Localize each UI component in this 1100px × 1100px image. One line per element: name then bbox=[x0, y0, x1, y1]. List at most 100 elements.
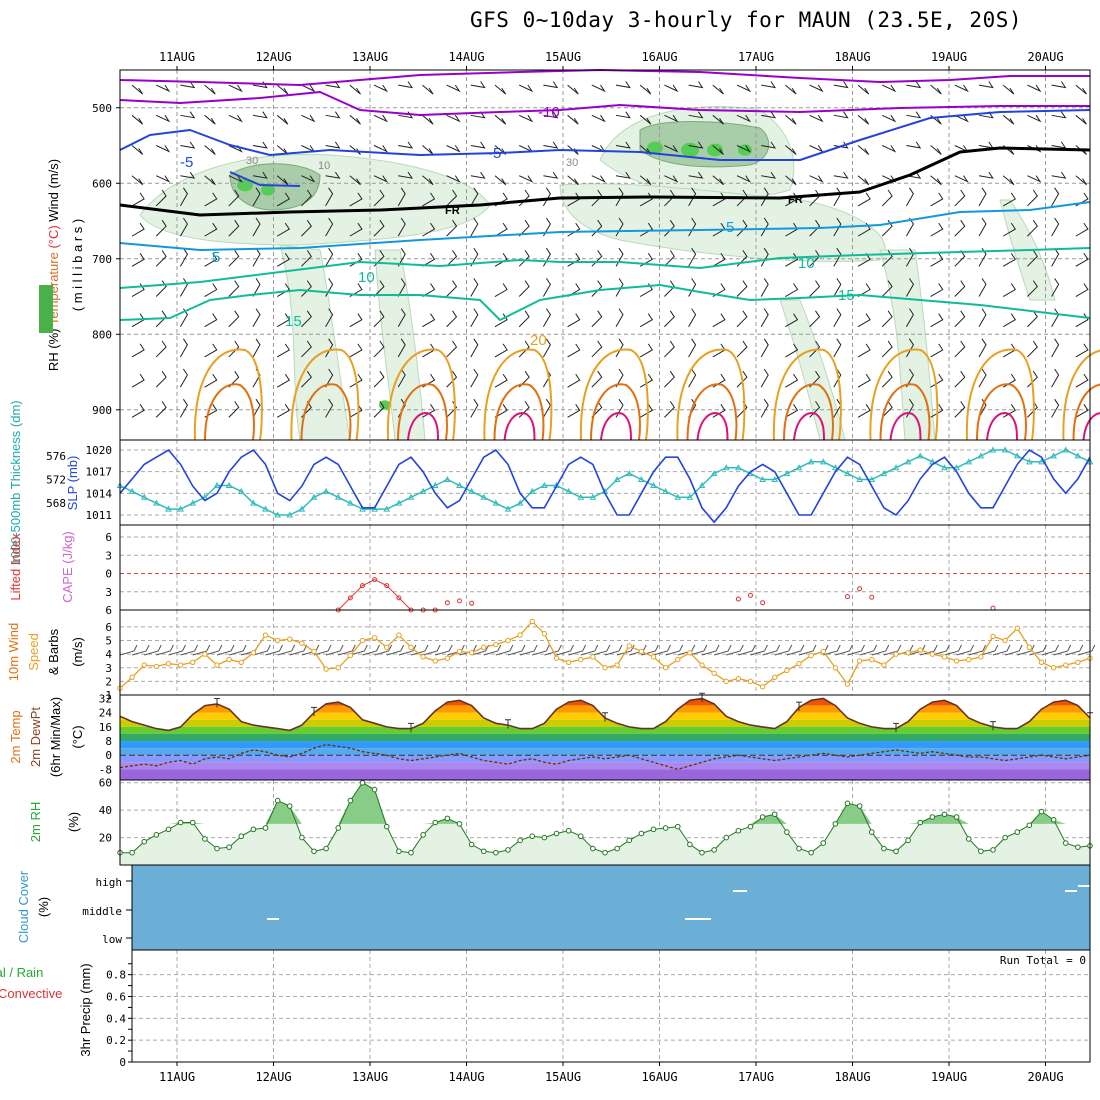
wind-barb bbox=[131, 373, 145, 388]
wind-barb bbox=[664, 219, 675, 237]
wind-barb bbox=[422, 84, 434, 95]
wind-barb bbox=[881, 401, 893, 418]
thickness-point bbox=[868, 476, 876, 483]
contour-label: 15 bbox=[285, 313, 302, 330]
wind-barb bbox=[920, 644, 938, 656]
rh-point bbox=[978, 848, 984, 855]
wind-barb bbox=[155, 370, 167, 388]
thickness-point bbox=[165, 505, 172, 512]
wind-speed-point bbox=[626, 643, 632, 649]
wind-barb bbox=[857, 84, 870, 95]
upper-air-ylabel: RH (%) Temperature (°C) Wind (m/s) bbox=[46, 159, 61, 371]
wind-barb bbox=[494, 145, 507, 155]
date-label-top: 16AUG bbox=[641, 50, 677, 64]
wind-barb bbox=[712, 253, 726, 267]
wind-barb bbox=[1065, 644, 1084, 656]
contour-25 bbox=[1072, 383, 1100, 441]
wind-barb bbox=[1002, 313, 1017, 328]
contour-20 bbox=[386, 348, 456, 441]
wind-barb bbox=[762, 644, 781, 656]
wind-barb bbox=[518, 175, 534, 183]
rh-shading-core-4 bbox=[707, 143, 723, 157]
precip-legend-total: tal / Rain bbox=[0, 965, 43, 980]
y-tick-label: 800 bbox=[92, 328, 112, 341]
contour-20 bbox=[965, 348, 1035, 441]
wind-barb bbox=[881, 84, 897, 93]
wind-barb bbox=[325, 111, 341, 119]
wind-speed-point bbox=[1002, 637, 1008, 644]
wind-barb bbox=[591, 370, 603, 388]
wind-barb bbox=[373, 370, 385, 388]
thickness-point bbox=[941, 464, 948, 471]
wind-barb bbox=[494, 343, 508, 358]
wind-barb bbox=[313, 644, 332, 656]
wind-barb bbox=[567, 253, 581, 267]
wind-barb bbox=[809, 280, 821, 297]
wind-barb bbox=[1027, 175, 1042, 183]
rh-point bbox=[844, 800, 851, 807]
wind-barb bbox=[1027, 280, 1038, 297]
wind-barb bbox=[592, 644, 611, 656]
wind-barb bbox=[871, 644, 890, 656]
temp-ylabel: 2m DewPt bbox=[28, 707, 43, 767]
wind-speed-point bbox=[165, 660, 172, 667]
rh-point bbox=[456, 821, 463, 827]
ylabel-text: 10m Wind bbox=[6, 623, 21, 682]
thickness-point bbox=[674, 493, 682, 500]
wind-barb bbox=[760, 217, 769, 237]
wind-barb bbox=[1075, 253, 1089, 267]
wind-tick: 5 bbox=[105, 635, 112, 648]
wind-barb bbox=[881, 280, 893, 297]
wind-barb bbox=[252, 278, 261, 297]
contour-label: 10 bbox=[358, 269, 375, 286]
wind-barb bbox=[978, 368, 987, 388]
wind-barb bbox=[786, 644, 805, 656]
wind-barb bbox=[373, 189, 385, 207]
li-point bbox=[869, 594, 875, 600]
wind-barb bbox=[712, 84, 724, 95]
thickness-point bbox=[856, 476, 863, 483]
thickness-point bbox=[1050, 452, 1057, 459]
wind-barb bbox=[494, 283, 508, 297]
wind-barb bbox=[809, 310, 821, 328]
thickness-point bbox=[638, 476, 645, 483]
ylabel-text: CAPE (J/kg) bbox=[60, 531, 75, 603]
wind-speed-point bbox=[311, 648, 317, 655]
rh-point bbox=[529, 833, 536, 840]
wind-speed-point bbox=[1050, 665, 1057, 671]
wind-barb bbox=[712, 404, 726, 418]
contour-20 bbox=[579, 348, 649, 441]
contour-20 bbox=[1062, 349, 1100, 441]
wind-barb bbox=[338, 644, 356, 656]
temp-whisker bbox=[505, 719, 511, 729]
wind-barb bbox=[155, 219, 167, 237]
wind-barb bbox=[519, 644, 538, 656]
rh-point bbox=[674, 823, 681, 830]
wind-barb bbox=[373, 310, 385, 328]
wind-barb bbox=[131, 84, 144, 95]
wind-barb bbox=[276, 404, 291, 418]
wind-barb bbox=[591, 310, 603, 328]
ylabel-part: RH (%) bbox=[46, 329, 61, 372]
ylabel-text: (°C) bbox=[70, 725, 85, 748]
wind-barb bbox=[179, 217, 188, 237]
wind-barb bbox=[760, 278, 769, 297]
wind-barb bbox=[591, 175, 606, 183]
rh-point bbox=[687, 841, 693, 848]
temp-whisker bbox=[602, 712, 608, 722]
thickness-point bbox=[819, 458, 827, 465]
wind-barb bbox=[542, 338, 551, 358]
temp-tick: 8 bbox=[105, 735, 112, 748]
thickness-point bbox=[286, 511, 294, 518]
rh-point bbox=[347, 797, 354, 804]
rh-point bbox=[602, 849, 608, 856]
wind-barb bbox=[833, 81, 849, 89]
wind-barb bbox=[252, 308, 261, 327]
wind-speed-point bbox=[481, 644, 487, 651]
wind-barb bbox=[228, 114, 243, 123]
wind-barb bbox=[301, 250, 312, 267]
contour-25 bbox=[204, 383, 255, 441]
wind-barb bbox=[252, 338, 261, 358]
rh-point bbox=[650, 826, 657, 833]
wind-barb bbox=[954, 280, 966, 297]
